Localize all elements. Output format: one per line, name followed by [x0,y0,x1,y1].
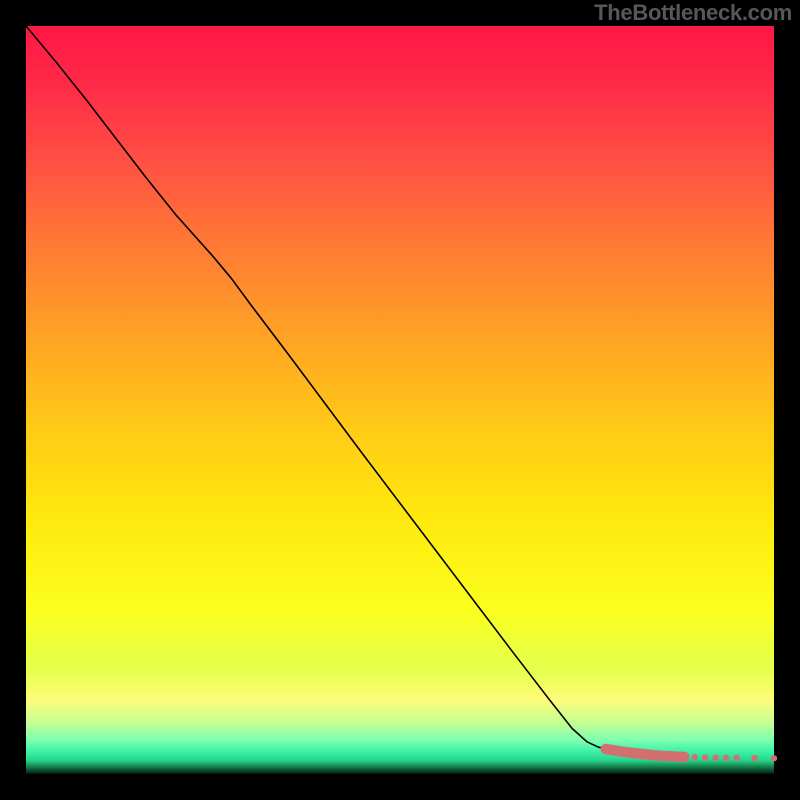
scatter-point [601,744,611,754]
scatter-point [679,752,689,762]
scatter-point [771,755,777,761]
scatter-point [751,755,757,761]
scatter-point [692,754,698,760]
bottleneck-gradient-chart [0,0,800,800]
chart-background [26,26,774,774]
watermark-text: TheBottleneck.com [594,0,792,26]
scatter-point [702,754,708,760]
scatter-point [734,755,740,761]
scatter-point [713,755,719,761]
scatter-point [723,755,729,761]
